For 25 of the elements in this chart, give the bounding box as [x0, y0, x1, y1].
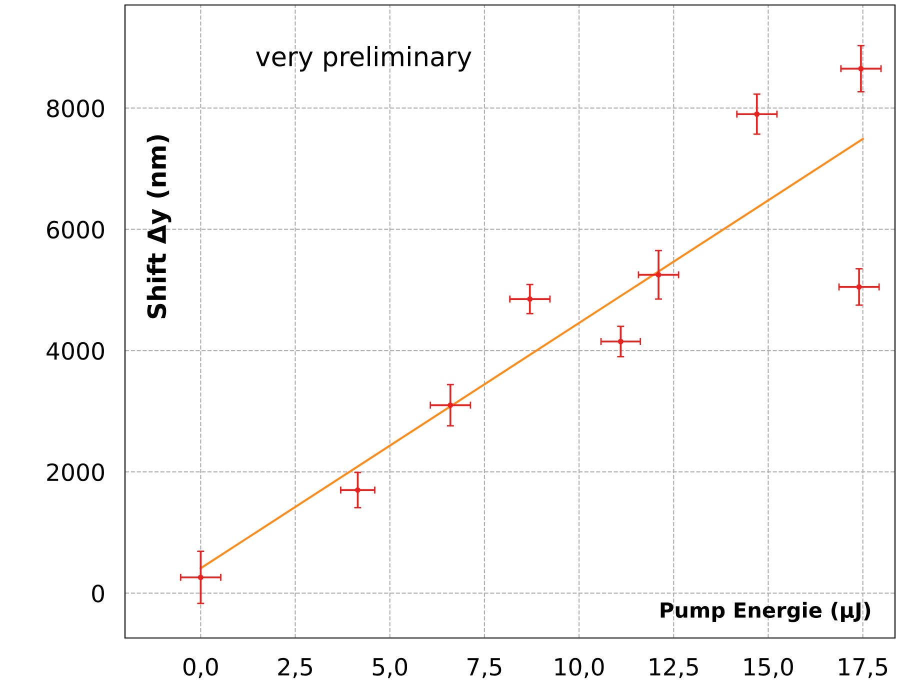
x-tick-label: 12,5: [650, 658, 698, 678]
y-axis-title: Shift Δy (nm): [146, 135, 172, 318]
x-tick-label: 5,0: [372, 658, 408, 678]
x-tick-label: 2,5: [278, 658, 312, 678]
point: [656, 272, 662, 278]
x-tick-label: 15,0: [744, 658, 793, 678]
point: [198, 574, 204, 580]
point: [754, 111, 760, 117]
x-tick-label: 10,0: [555, 658, 604, 678]
y-tick-label: 0: [92, 584, 104, 602]
y-tick-label: 2000: [47, 463, 104, 482]
point: [856, 284, 862, 290]
point: [448, 402, 454, 408]
y-tick-label: 6000: [47, 220, 104, 239]
annotation: very preliminary: [256, 46, 472, 72]
x-tick-label: 7,5: [468, 658, 502, 678]
point: [354, 487, 360, 493]
point: [527, 296, 533, 302]
x-axis-title: Pump Energie (µJ): [660, 602, 870, 622]
y-tick-label: 8000: [47, 100, 104, 118]
point: [618, 338, 624, 344]
x-tick-label: 0,0: [183, 658, 218, 678]
x-tick-label: 17,5: [839, 658, 888, 678]
y-tick-label: 4000: [46, 342, 104, 360]
point: [858, 66, 864, 72]
